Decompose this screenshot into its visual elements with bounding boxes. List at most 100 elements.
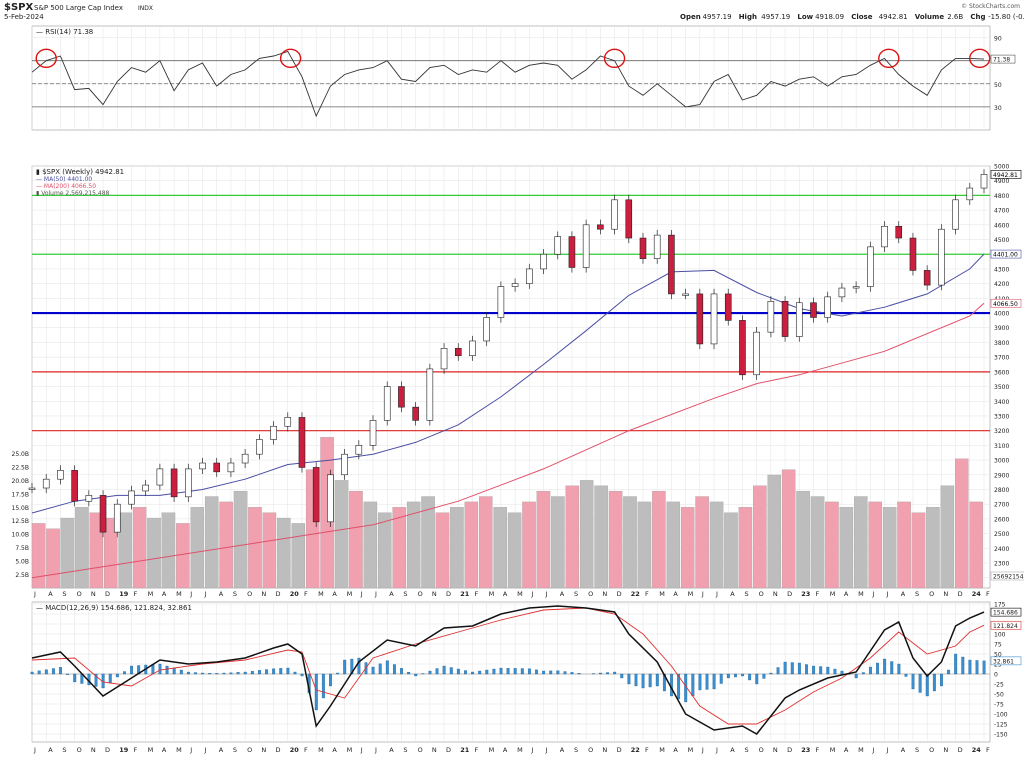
x-axis-label: 20 [290, 590, 300, 598]
macd-histogram-bar [464, 670, 467, 675]
x-axis-label: D [958, 746, 963, 754]
macd-tick-label: -25 [994, 682, 1004, 689]
candle-body [938, 228, 945, 286]
volume-bar [60, 517, 75, 589]
candle-body [113, 503, 121, 533]
ma50-line [31, 253, 985, 514]
x-axis-label: S [233, 590, 237, 598]
macd-legend: — MACD(12,26,9) 154.686, 121.824, 32.861 [36, 604, 192, 612]
ma50-last-value: 4401.00 [993, 252, 1018, 259]
candle-body [526, 268, 533, 284]
macd-histogram-bar [868, 666, 872, 675]
x-axis-label: J [545, 590, 548, 598]
x-axis-label: J [204, 590, 207, 598]
price-tick-label: 2400 [994, 546, 1009, 553]
candle-body [298, 417, 306, 468]
macd-histogram-bar [378, 663, 382, 675]
rsi-line [31, 50, 985, 118]
macd-tick-label: -150 [994, 732, 1008, 739]
macd-histogram-bar [691, 673, 695, 697]
candle-body [625, 199, 633, 239]
macd-tick-label: 175 [994, 602, 1006, 609]
macd-histogram-bar [492, 668, 496, 675]
macd-histogram-bar [876, 662, 879, 675]
macd-tick-label: -100 [994, 712, 1008, 719]
volume-bar [695, 496, 709, 589]
macd-histogram-bar [535, 669, 538, 675]
ohlc-label-close: Close [851, 13, 873, 21]
macd-tick-label: -75 [994, 702, 1004, 709]
candle-body [611, 199, 618, 230]
candle-body [881, 225, 888, 248]
rsi-highlight-circle [279, 48, 302, 69]
ma50-last-value-box [990, 249, 1022, 259]
macd-histogram-bar [769, 672, 773, 675]
x-axis-label: 22 [631, 590, 640, 598]
x-axis-label: 23 [801, 746, 810, 754]
ohlc-label-high: High [739, 13, 757, 21]
macd-line [31, 605, 985, 735]
price-tick-label: 2900 [994, 472, 1009, 479]
macd-histogram-bar [776, 667, 780, 675]
macd-histogram-bar [620, 673, 624, 679]
candle-body [241, 453, 249, 464]
macd-tick-label: 0 [994, 672, 998, 679]
volume-bar [796, 490, 810, 589]
macd-histogram-bar [563, 671, 567, 675]
price-tick-label: 3200 [994, 428, 1009, 435]
macd-last-value: 154.686 [993, 610, 1018, 617]
x-axis-label: M [659, 746, 665, 754]
candle-body [355, 445, 363, 455]
macd-histogram-bar [677, 673, 681, 700]
x-axis-label: A [901, 590, 906, 598]
x-axis-label: J [701, 590, 704, 598]
volume-bar [103, 517, 118, 589]
volume-bar [118, 512, 132, 589]
candle-body [739, 320, 746, 376]
macd-histogram-bar [904, 673, 908, 677]
candle-body [156, 468, 164, 486]
macd-histogram-bar [883, 658, 887, 675]
candle-body [668, 234, 675, 295]
chart-date: 5-Feb-2024 [4, 13, 44, 21]
price-tick-label: 4700 [994, 208, 1009, 215]
macd-histogram-bar [783, 661, 787, 675]
candle-body [270, 425, 277, 440]
x-axis-label: S [744, 746, 748, 754]
volume-tick-label: 20.0B [12, 478, 29, 485]
candle-body [795, 302, 803, 337]
price-tick-label: 3700 [994, 355, 1009, 362]
macd-histogram-bar [613, 671, 617, 675]
ohlc-label-open: Open [680, 13, 701, 21]
histogram-last-value-box [990, 656, 1022, 666]
candle-body [597, 224, 604, 230]
signal-last-value: 121.824 [993, 623, 1018, 630]
x-axis-label: D [276, 590, 281, 598]
x-axis-label: J [530, 746, 533, 754]
ma200-legend: — MA(200) 4066.50 [36, 183, 96, 190]
x-axis-label: J [886, 746, 889, 754]
x-axis-label: S [915, 590, 919, 598]
price-tick-label: 2500 [994, 531, 1009, 538]
volume-last-value: 2569215488 [993, 574, 1024, 581]
macd-signal-line [31, 607, 985, 725]
rsi-tick-label: 90 [994, 36, 1002, 43]
x-axis-label: D [787, 746, 792, 754]
price-tick-label: 3100 [994, 443, 1009, 450]
price-tick-label: 3300 [994, 413, 1009, 420]
x-axis-label: A [730, 590, 735, 598]
volume-bar [680, 507, 695, 589]
x-axis-label: M [659, 590, 665, 598]
x-axis-label: O [418, 746, 423, 754]
x-axis-label: M [517, 746, 523, 754]
candle-body [497, 286, 505, 318]
x-axis-label: J [871, 746, 874, 754]
x-axis-label: S [915, 746, 919, 754]
volume-bar [724, 512, 738, 589]
candle-body [554, 236, 562, 255]
macd-histogram-bar [556, 670, 560, 675]
price-tick-label: 2800 [994, 487, 1009, 494]
x-axis-label: N [602, 590, 607, 598]
x-axis-label: D [105, 590, 110, 598]
